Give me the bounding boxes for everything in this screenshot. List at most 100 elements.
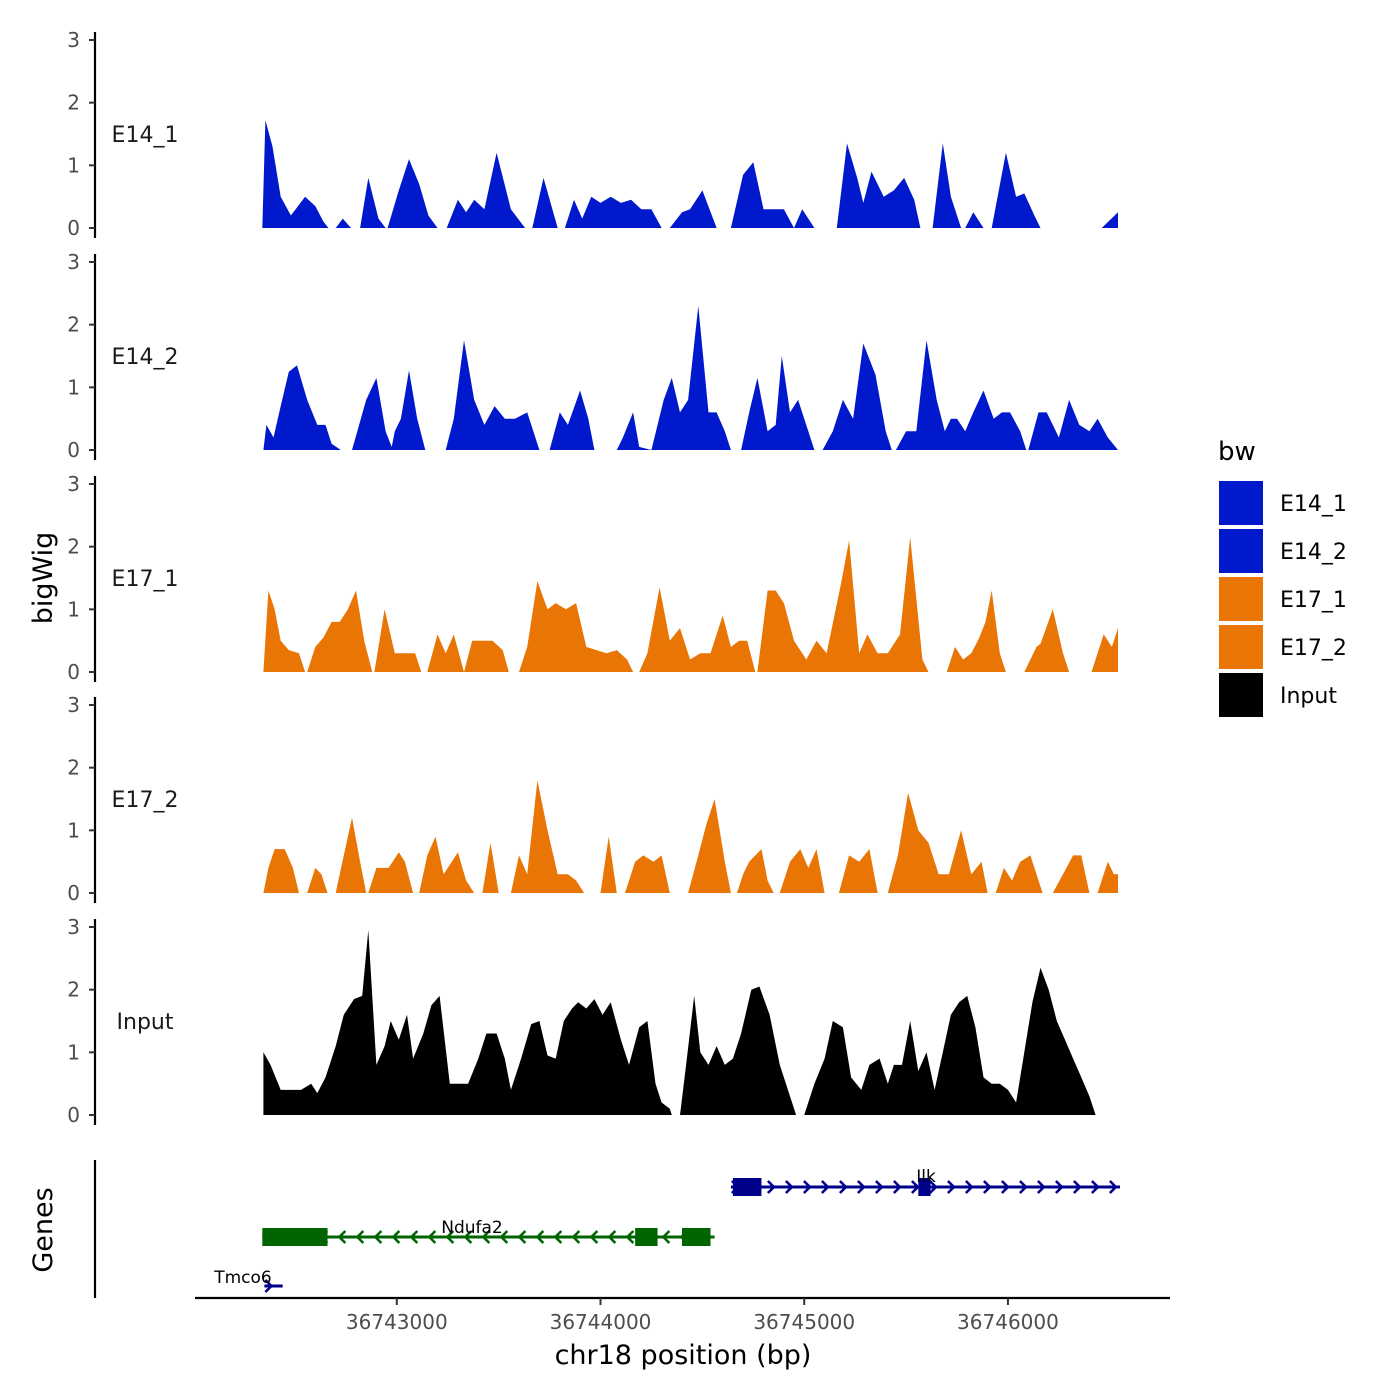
signal-area — [263, 590, 306, 672]
strand-chevron — [661, 1230, 671, 1244]
signal-area — [773, 849, 825, 893]
signal-area — [920, 143, 962, 228]
signal-area — [372, 609, 422, 672]
track-label: Input — [117, 1010, 174, 1035]
signal-area — [525, 177, 558, 228]
gene-label: Ilk — [916, 1167, 936, 1187]
track-e17-2: 0 1 2 3 E17_2 — [67, 693, 1118, 905]
strand-chevron — [820, 1180, 830, 1194]
signal-area — [299, 867, 328, 893]
signal-area — [616, 855, 670, 893]
y-tick-label: 0 — [67, 216, 80, 240]
legend-label: E14_2 — [1280, 540, 1347, 565]
strand-chevron — [1000, 1180, 1010, 1194]
signal-area — [584, 836, 617, 893]
y-tick-label: 3 — [67, 250, 80, 274]
signal-area — [305, 590, 373, 672]
signal-area — [794, 209, 815, 228]
strand-chevron — [571, 1230, 581, 1244]
track-input: 0 1 2 3 Input — [67, 915, 1096, 1127]
strand-chevron — [553, 1230, 563, 1244]
signal-area — [413, 836, 475, 893]
x-tick-label: 36746000 — [957, 1310, 1059, 1334]
strand-chevron — [982, 1180, 992, 1194]
strand-chevron — [463, 1230, 473, 1244]
legend-entry-e17-2: E17_2 — [1217, 623, 1347, 671]
legend-label: E14_1 — [1280, 492, 1347, 517]
strand-chevron — [481, 1230, 491, 1244]
signal-area — [814, 143, 921, 228]
strand-chevron — [1054, 1180, 1064, 1194]
legend-entry-input: Input — [1217, 671, 1337, 719]
strand-chevron — [1036, 1180, 1046, 1194]
strand-chevron — [445, 1230, 455, 1244]
signal-area — [1005, 609, 1070, 672]
signal-area — [755, 537, 929, 672]
y-tick-label: 3 — [67, 28, 80, 52]
strand-chevron — [802, 1180, 812, 1194]
strand-chevron — [874, 1180, 884, 1194]
exon-block — [262, 1228, 328, 1246]
signal-area — [633, 587, 756, 672]
legend-entry-e14-2: E14_2 — [1217, 527, 1347, 575]
exon-block — [635, 1228, 658, 1246]
signal-area — [464, 640, 509, 672]
strand-chevron — [589, 1230, 599, 1244]
exon-block — [682, 1228, 711, 1246]
y-tick-label: 2 — [67, 535, 80, 559]
exon-block — [918, 1178, 931, 1196]
signal-area — [1089, 861, 1118, 893]
strand-chevron — [1072, 1180, 1082, 1194]
signal-area — [263, 930, 672, 1115]
signal-area — [651, 305, 731, 450]
strand-chevron — [499, 1230, 509, 1244]
legend-swatch — [1217, 527, 1265, 575]
signal-area — [351, 177, 386, 228]
strand-chevron — [1018, 1180, 1028, 1194]
signal-area — [730, 849, 774, 893]
track-label: E14_1 — [112, 123, 179, 148]
strand-chevron — [535, 1230, 545, 1244]
signal-area — [385, 159, 438, 228]
strand-chevron — [856, 1180, 866, 1194]
signal-area — [1069, 628, 1118, 672]
strand-chevron — [337, 1230, 347, 1244]
y-tick-label: 2 — [67, 978, 80, 1002]
signal-area — [328, 218, 351, 228]
signal-area — [262, 120, 329, 228]
strand-chevron — [517, 1230, 527, 1244]
strand-chevron — [1090, 1180, 1100, 1194]
legend-swatch — [1217, 623, 1265, 671]
gene-label: Ndufa2 — [441, 1218, 503, 1238]
legend-swatch — [1217, 479, 1265, 527]
strand-chevron — [766, 1180, 776, 1194]
legend-label: E17_1 — [1280, 588, 1347, 613]
signal-area — [498, 780, 585, 893]
signal-area — [1042, 855, 1090, 893]
signal-area — [983, 152, 1041, 228]
strand-chevron — [910, 1180, 920, 1194]
strand-chevron — [427, 1230, 437, 1244]
signal-area — [1040, 212, 1118, 228]
signal-area — [877, 792, 988, 893]
track-label: E14_2 — [112, 345, 179, 370]
x-axis-title: chr18 position (bp) — [555, 1340, 812, 1371]
strand-chevron — [409, 1230, 419, 1244]
signal-area — [263, 849, 299, 893]
signal-area — [796, 967, 1096, 1115]
tracks-layer: 0 1 2 3 E14_1 0 1 2 3 E14_2 0 1 2 3 E17_1 0 1 2 3 E17_2 0 1 2 3… — [67, 28, 1118, 1127]
y-tick-label: 2 — [67, 91, 80, 115]
track-label: E17_2 — [112, 788, 179, 813]
y-tick-label: 2 — [67, 313, 80, 337]
x-tick-label: 36745000 — [753, 1310, 855, 1334]
track-label: E17_1 — [112, 567, 179, 592]
y-tick-label: 1 — [67, 375, 80, 399]
signal-area — [671, 986, 797, 1115]
signal-area — [474, 842, 499, 893]
x-tick-label: 36743000 — [346, 1310, 448, 1334]
signal-area — [437, 152, 526, 228]
legend-label: Input — [1280, 684, 1337, 709]
y-tick-label: 0 — [67, 881, 80, 905]
strand-chevron — [264, 1279, 274, 1293]
